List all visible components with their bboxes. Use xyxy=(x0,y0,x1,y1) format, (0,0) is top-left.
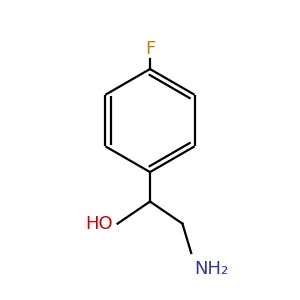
Text: F: F xyxy=(145,40,155,58)
Text: NH₂: NH₂ xyxy=(194,260,228,278)
Text: HO: HO xyxy=(85,214,113,232)
